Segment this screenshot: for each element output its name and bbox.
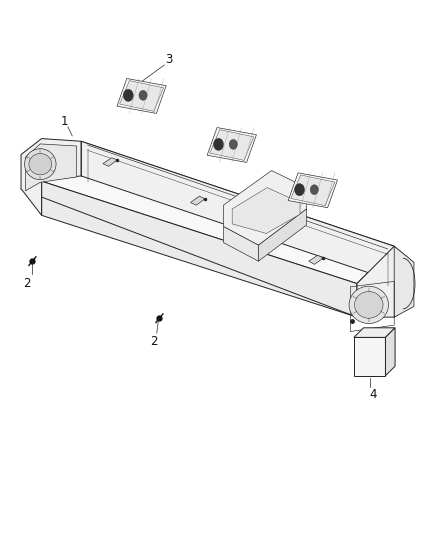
Polygon shape <box>210 130 254 160</box>
Polygon shape <box>81 141 394 281</box>
Ellipse shape <box>354 292 383 318</box>
Polygon shape <box>223 227 258 261</box>
Polygon shape <box>394 246 414 317</box>
Polygon shape <box>117 78 166 114</box>
Polygon shape <box>385 328 395 376</box>
Ellipse shape <box>29 154 52 175</box>
Polygon shape <box>25 144 77 191</box>
Circle shape <box>229 140 237 149</box>
Polygon shape <box>207 127 257 163</box>
Circle shape <box>310 185 318 195</box>
Polygon shape <box>103 158 117 166</box>
Polygon shape <box>232 188 300 233</box>
Text: 3: 3 <box>165 53 172 66</box>
Text: 2: 2 <box>150 335 158 348</box>
Polygon shape <box>223 171 307 245</box>
Polygon shape <box>191 196 205 205</box>
Polygon shape <box>42 141 394 284</box>
Polygon shape <box>357 246 412 317</box>
Ellipse shape <box>25 149 56 180</box>
Circle shape <box>139 91 147 100</box>
Text: 1: 1 <box>61 115 69 128</box>
Text: 2: 2 <box>23 277 31 290</box>
Text: 4: 4 <box>369 388 377 401</box>
Circle shape <box>123 89 133 101</box>
Polygon shape <box>21 139 81 215</box>
Polygon shape <box>288 173 337 208</box>
Polygon shape <box>42 181 357 317</box>
Polygon shape <box>354 328 395 337</box>
Polygon shape <box>258 209 307 261</box>
Polygon shape <box>309 255 323 264</box>
Polygon shape <box>354 337 385 376</box>
Polygon shape <box>291 175 335 206</box>
Circle shape <box>213 138 223 150</box>
Circle shape <box>294 183 304 196</box>
Ellipse shape <box>349 286 389 324</box>
Polygon shape <box>120 80 163 111</box>
